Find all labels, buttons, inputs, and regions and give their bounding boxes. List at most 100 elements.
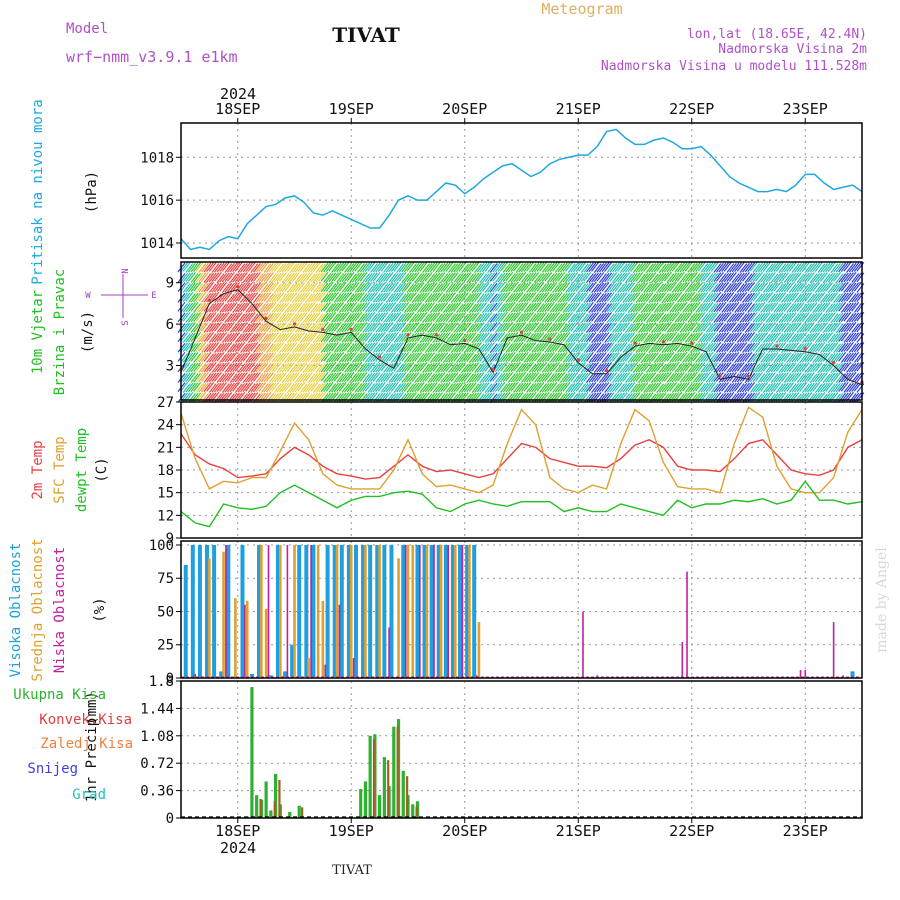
wind-barb	[518, 321, 527, 332]
wind-barb	[435, 263, 443, 274]
wind-barb	[476, 272, 485, 282]
wind-barb	[835, 262, 844, 273]
wind-barb	[567, 292, 576, 302]
wind-barb	[187, 371, 196, 382]
wind-barb	[411, 382, 420, 393]
precip-bar-1	[396, 726, 399, 818]
wind-barb	[822, 312, 831, 323]
wind-barb	[619, 372, 628, 383]
wind-barb	[497, 312, 506, 322]
wind-barb	[432, 322, 441, 333]
cloud-bar-0	[268, 675, 273, 677]
wind-barb	[604, 283, 613, 294]
wind-barb	[533, 282, 542, 292]
wind-barb	[838, 323, 847, 333]
wind-barb	[286, 372, 295, 383]
wind-barb	[676, 262, 685, 273]
wind-barb	[445, 322, 454, 333]
wind-barb	[632, 302, 641, 313]
wind-barb	[380, 333, 389, 343]
wind-barb	[851, 382, 860, 392]
wind-barb	[388, 342, 397, 353]
wind-barb	[671, 322, 680, 333]
wind-barb	[317, 272, 326, 282]
wind-barb	[333, 293, 342, 303]
wind-barb	[552, 283, 561, 293]
wind-barb	[832, 352, 841, 363]
wind-barb	[414, 352, 423, 362]
wind-barb	[559, 262, 568, 273]
wind-barb	[297, 323, 306, 333]
wind-barb	[588, 303, 597, 313]
wind-barb	[526, 292, 535, 302]
wind-barb	[393, 362, 402, 372]
wind-barb	[224, 302, 233, 313]
wind-barb	[193, 272, 202, 283]
wind-barb	[718, 312, 727, 323]
wind-barb	[211, 282, 220, 293]
wind-barb	[398, 382, 407, 393]
wind-barb	[721, 303, 730, 313]
wind-barb	[838, 373, 847, 383]
cloud-bar-0	[190, 544, 195, 677]
precip-bar-0	[255, 795, 259, 818]
wind-barb	[549, 362, 558, 373]
wind-barb	[255, 352, 264, 362]
wind-barb	[523, 322, 532, 333]
wind-barb	[718, 301, 727, 312]
wind-barb	[312, 362, 321, 372]
wind-barb	[619, 263, 628, 274]
wind-barb	[757, 282, 766, 293]
wind-barb	[437, 262, 446, 273]
wind-barb	[359, 321, 368, 332]
wind-barb	[435, 302, 443, 313]
wind-barb	[848, 352, 857, 362]
wind-barb	[835, 343, 844, 353]
wind-barb	[273, 312, 282, 322]
wind-barb	[604, 302, 613, 313]
wind-unit: (m/s)	[80, 311, 96, 353]
wind-barb	[468, 303, 477, 314]
wind-barb	[203, 373, 212, 383]
wind-barb	[739, 313, 748, 323]
wind-barb	[406, 372, 415, 383]
wind-barb	[812, 323, 821, 333]
wind-barb	[388, 262, 397, 273]
ytick-label: 1.8	[149, 674, 174, 690]
wind-barb	[393, 272, 402, 283]
wind-barb	[526, 311, 535, 322]
wind-barb	[812, 362, 821, 373]
wind-barb	[832, 293, 841, 304]
wind-barb	[788, 262, 797, 272]
wind-barb	[435, 372, 443, 383]
wind-barb	[507, 312, 516, 323]
wind-barb	[427, 302, 436, 312]
wind-barb	[570, 393, 579, 403]
wind-barb	[390, 262, 399, 273]
wind-barb	[338, 372, 347, 383]
wind-barb	[520, 332, 529, 342]
precip-legend-item: Grad	[72, 787, 106, 803]
wind-barb	[286, 353, 295, 363]
wind-barb	[390, 382, 399, 392]
wind-barb	[744, 312, 753, 323]
wind-barb	[754, 262, 763, 273]
wind-barb	[213, 393, 222, 403]
wind-barb	[401, 273, 410, 283]
wind-barb	[263, 263, 272, 274]
wind-barb	[206, 272, 215, 283]
wind-barb	[463, 372, 472, 382]
wind-barb	[557, 262, 566, 273]
wind-barb	[206, 353, 215, 363]
wind-barb	[278, 272, 287, 282]
wind-barb	[536, 342, 545, 353]
wind-barb	[419, 312, 428, 322]
cloud-bar-0	[332, 544, 337, 677]
wind-barb	[630, 303, 639, 313]
wind-barb	[474, 352, 482, 363]
wind-barb	[187, 321, 196, 332]
wind-barb	[234, 302, 243, 313]
wind-barb	[362, 362, 371, 373]
wind-barb	[356, 363, 365, 373]
wind-barb	[656, 362, 665, 372]
